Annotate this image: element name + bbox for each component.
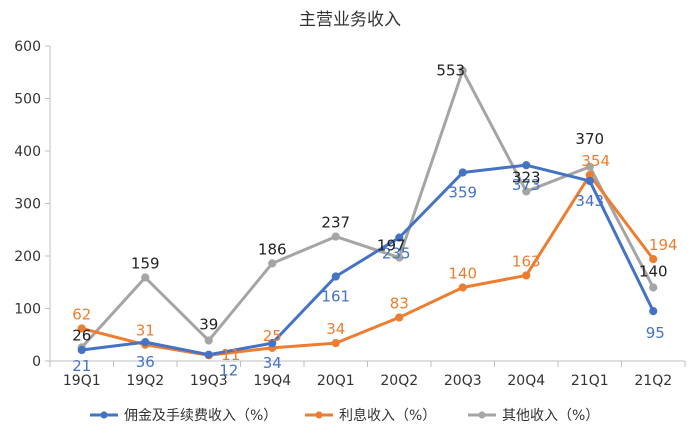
x-tick-label: 20Q4 bbox=[507, 373, 545, 389]
data-point bbox=[458, 66, 467, 75]
data-point bbox=[585, 162, 594, 171]
data-point bbox=[395, 313, 404, 322]
data-label: 370 bbox=[575, 130, 604, 148]
data-label: 39 bbox=[199, 316, 218, 334]
data-point bbox=[204, 350, 213, 359]
x-tick-label: 20Q3 bbox=[444, 373, 482, 389]
data-point bbox=[522, 187, 531, 196]
legend-label: 利息收入（%） bbox=[339, 407, 436, 424]
y-tick-label: 500 bbox=[14, 92, 41, 108]
series-line-2 bbox=[80, 69, 655, 349]
series-lines bbox=[77, 66, 658, 360]
data-label: 11 bbox=[221, 346, 240, 364]
data-label: 34 bbox=[263, 354, 282, 372]
data-point bbox=[204, 336, 213, 345]
x-tick-label: 21Q2 bbox=[634, 373, 672, 389]
data-point bbox=[331, 339, 340, 348]
data-point bbox=[268, 259, 277, 268]
data-label: 36 bbox=[136, 353, 155, 371]
data-label: 34 bbox=[326, 320, 345, 338]
data-label: 12 bbox=[219, 362, 238, 380]
data-point bbox=[141, 273, 150, 282]
data-label: 197 bbox=[377, 237, 406, 255]
x-tick-label: 20Q2 bbox=[380, 373, 418, 389]
legend: 佣金及手续费收入（%） 利息收入（%） 其他收入（%） bbox=[90, 407, 599, 424]
x-tick-label: 19Q4 bbox=[253, 373, 291, 389]
x-tick-label: 19Q1 bbox=[63, 373, 101, 389]
y-tick-label: 200 bbox=[14, 249, 41, 265]
data-point bbox=[585, 176, 594, 186]
legend-marker bbox=[100, 411, 108, 419]
x-tick-label: 20Q1 bbox=[317, 373, 355, 389]
data-label: 62 bbox=[72, 305, 91, 323]
y-tick-label: 600 bbox=[14, 39, 41, 55]
data-point bbox=[649, 307, 658, 316]
legend-label: 佣金及手续费收入（%） bbox=[124, 407, 277, 424]
series-line-0 bbox=[80, 163, 655, 357]
data-label: 26 bbox=[72, 326, 91, 344]
data-label: 163 bbox=[512, 252, 541, 270]
data-point bbox=[77, 345, 86, 355]
data-labels: 21 36 12 34 161 235 359 373 343 95 62 31 11 25 34 83 140… bbox=[72, 62, 677, 380]
data-label: 323 bbox=[512, 168, 541, 186]
x-tick-label: 19Q3 bbox=[190, 373, 228, 389]
data-label: 25 bbox=[263, 327, 282, 345]
data-label: 235 bbox=[382, 245, 411, 263]
x-tick-label: 19Q2 bbox=[126, 373, 164, 389]
data-label: 21 bbox=[72, 357, 91, 375]
data-label: 359 bbox=[448, 184, 477, 202]
data-label: 161 bbox=[321, 287, 350, 305]
chart-title: 主营业务收入 bbox=[299, 10, 401, 30]
data-label: 95 bbox=[646, 324, 665, 342]
data-label: 83 bbox=[390, 294, 409, 312]
series-line-1 bbox=[80, 173, 655, 357]
y-tick-label: 0 bbox=[32, 354, 41, 370]
data-label: 373 bbox=[512, 176, 541, 194]
data-point bbox=[649, 283, 658, 292]
data-point bbox=[268, 339, 277, 348]
data-point bbox=[331, 272, 340, 281]
data-label: 354 bbox=[581, 152, 610, 170]
data-label: 553 bbox=[436, 62, 465, 80]
data-point bbox=[522, 271, 531, 280]
data-label: 159 bbox=[131, 255, 160, 273]
data-label: 194 bbox=[649, 236, 678, 254]
y-tick-label: 300 bbox=[14, 197, 41, 213]
y-tick-label: 100 bbox=[14, 302, 41, 318]
legend-marker bbox=[478, 411, 486, 419]
x-tick-label: 21Q1 bbox=[571, 373, 609, 389]
data-label: 186 bbox=[258, 240, 287, 258]
data-point bbox=[649, 255, 658, 264]
data-label: 140 bbox=[448, 265, 477, 283]
data-point bbox=[458, 168, 467, 177]
data-label: 237 bbox=[321, 214, 350, 232]
data-label: 140 bbox=[639, 263, 668, 281]
data-point bbox=[331, 232, 340, 241]
data-point bbox=[395, 233, 404, 242]
data-point bbox=[77, 324, 86, 333]
data-point bbox=[522, 161, 531, 170]
legend-marker bbox=[315, 411, 323, 419]
data-label: 343 bbox=[575, 192, 604, 210]
data-point bbox=[395, 253, 404, 262]
data-point bbox=[141, 338, 150, 347]
data-point bbox=[458, 283, 467, 292]
data-label: 31 bbox=[136, 322, 155, 340]
y-tick-label: 400 bbox=[14, 144, 41, 160]
legend-label: 其他收入（%） bbox=[502, 408, 599, 424]
